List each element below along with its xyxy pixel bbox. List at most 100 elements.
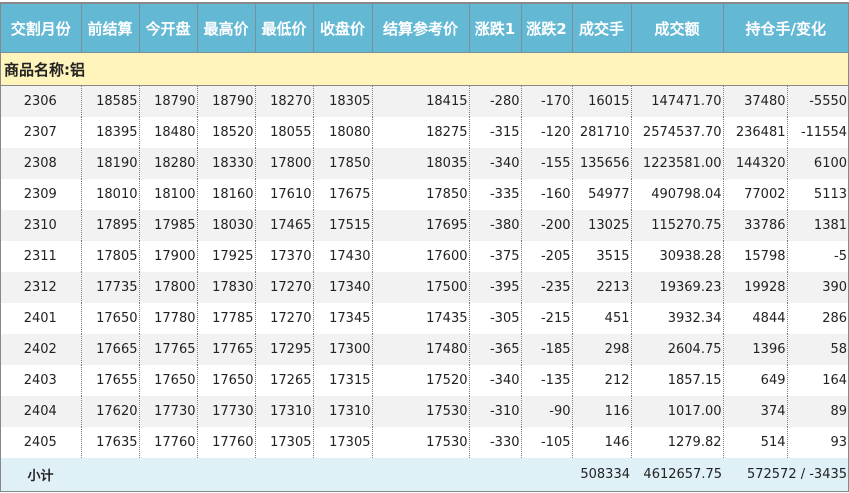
table-row[interactable]: 2306 18585 18790 18790 18270 18305 18415 -280 -1…: [1, 85, 849, 117]
table-cell: 2404: [1, 396, 82, 427]
table-cell: 135656: [572, 148, 632, 179]
table-row[interactable]: 2402 17665 17765 17765 17295 17300 17480 -365 -1…: [1, 334, 849, 365]
table-cell: 17340: [313, 272, 373, 303]
table-cell: 2310: [1, 210, 82, 241]
table-cell: 77002: [723, 179, 788, 210]
table-cell: 115270.75: [631, 210, 724, 241]
table-cell: 1396: [723, 334, 788, 365]
table-cell: 17305: [255, 427, 314, 458]
table-cell: 451: [572, 303, 632, 334]
table-cell: 1279.82: [631, 427, 724, 458]
table-cell: 2306: [1, 85, 82, 117]
table-cell: 18585: [81, 85, 140, 117]
table-cell: 116: [572, 396, 632, 427]
table-cell: 17530: [372, 396, 470, 427]
table-cell: 17850: [372, 179, 470, 210]
table-cell: 89: [787, 396, 849, 427]
table-cell: 17610: [255, 179, 314, 210]
table-cell: 18480: [139, 117, 198, 148]
column-header[interactable]: 成交手: [572, 4, 632, 53]
subtotal-turnover: 4612657.75: [631, 458, 723, 491]
table-row[interactable]: 2308 18190 18280 18330 17800 17850 18035 -340 -1…: [1, 148, 849, 179]
table-cell: 374: [723, 396, 788, 427]
column-header[interactable]: 今开盘: [139, 4, 198, 53]
table-row[interactable]: 2310 17895 17985 18030 17465 17515 17695 -380 -2…: [1, 210, 849, 241]
table-cell: 390: [787, 272, 849, 303]
table-row[interactable]: 2307 18395 18480 18520 18055 18080 18275 -315 -1…: [1, 117, 848, 148]
table-row[interactable]: 2309 18010 18100 18160 17610 17675 17850 -335 -1…: [1, 179, 848, 210]
column-header[interactable]: 结算参考价: [372, 4, 470, 53]
table-cell: 298: [572, 334, 632, 365]
table-cell: 17480: [372, 334, 470, 365]
table-cell: -5: [834, 249, 848, 264]
table-cell: 17800: [255, 148, 314, 179]
table-cell: 18270: [255, 85, 314, 117]
column-header[interactable]: 最低价: [255, 4, 314, 53]
table-cell: 17650: [81, 303, 140, 334]
table-cell: 17305: [313, 427, 373, 458]
table-cell: -235: [521, 272, 573, 303]
table-cell: -305: [469, 303, 522, 334]
header-row: 交割月份 前结算 今开盘 最高价 最低价 收盘价 结算参考价 涨跌1 涨跌2 成交手 成交额 持仓手/…: [1, 4, 849, 53]
table-row[interactable]: 2403 17655 17650 17650 17265 17315 17520 -340 -1…: [1, 365, 848, 396]
table-cell: 17895: [81, 210, 140, 241]
table-cell: 18010: [81, 179, 140, 210]
table-cell: 2405: [1, 427, 82, 458]
table-cell: 58: [787, 334, 849, 365]
column-header[interactable]: 涨跌1: [469, 4, 522, 53]
table-cell: -340: [469, 148, 522, 179]
column-header[interactable]: 前结算: [81, 4, 140, 53]
table-cell: 17785: [197, 303, 256, 334]
futures-quote-table: 交割月份 前结算 今开盘 最高价 最低价 收盘价 结算参考价 涨跌1 涨跌2 成交手 成交额 持仓手/…: [1, 4, 849, 491]
column-header[interactable]: 持仓手/变化: [723, 4, 849, 53]
column-header[interactable]: 涨跌2: [521, 4, 573, 53]
table-cell: 2403: [1, 365, 82, 396]
table-cell: -160: [521, 179, 573, 210]
table-cell: 2311: [1, 241, 82, 272]
table-cell: -120: [521, 117, 573, 148]
column-header[interactable]: 收盘价: [313, 4, 373, 53]
table-cell: 18100: [139, 179, 198, 210]
table-cell: 18080: [313, 117, 373, 148]
table-cell: 18030: [197, 210, 256, 241]
table-row[interactable]: 2401 17650 17780 17785 17270 17345 17435 -305 -2…: [1, 303, 848, 334]
table-cell: 17730: [139, 396, 198, 427]
table-cell: 17925: [197, 241, 256, 272]
subtotal-row: 小计 508334 4612657.75 572572 / -3435: [1, 458, 849, 491]
table-cell: -205: [521, 241, 573, 272]
table-cell: 17310: [313, 396, 373, 427]
table-cell: 17650: [197, 365, 256, 396]
table-cell: 146: [572, 427, 632, 458]
table-row[interactable]: 2405 17635 17760 17760 17305 17305 17530 -330 -1…: [1, 427, 848, 458]
table-cell: 2574537.70: [631, 117, 724, 148]
table-cell: 30938.28: [631, 241, 724, 272]
table-row[interactable]: 2311 17805 17900 17925 17370 17430 17600 -375 -2…: [1, 241, 848, 272]
table-row[interactable]: 2312 17735 17800 17830 17270 17340 17500 -395 -2…: [1, 272, 849, 303]
table-cell: -340: [469, 365, 522, 396]
table-cell: 17265: [255, 365, 314, 396]
table-cell: -215: [521, 303, 573, 334]
subtotal-empty: [81, 458, 572, 491]
column-header[interactable]: 成交额: [631, 4, 724, 53]
table-cell: 33786: [723, 210, 788, 241]
table-cell: 18035: [372, 148, 470, 179]
table-cell: 18790: [197, 85, 256, 117]
table-cell: -90: [521, 396, 573, 427]
table-cell: 2308: [1, 148, 82, 179]
column-header[interactable]: 最高价: [197, 4, 256, 53]
table-cell: -335: [469, 179, 522, 210]
table-cell: 17695: [372, 210, 470, 241]
column-header[interactable]: 交割月份: [1, 4, 82, 53]
table-cell: 236481: [723, 117, 788, 148]
table-cell: 2309: [1, 179, 82, 210]
table-cell: 490798.04: [631, 179, 724, 210]
table-cell: 281710: [572, 117, 632, 148]
table-cell: 17515: [313, 210, 373, 241]
table-cell: -330: [469, 427, 522, 458]
table-cell: 17620: [81, 396, 140, 427]
table-cell: 2401: [1, 303, 82, 334]
table-cell: 18055: [255, 117, 314, 148]
table-row[interactable]: 2404 17620 17730 17730 17310 17310 17530 -310 -9…: [1, 396, 849, 427]
table-cell: 164: [822, 373, 848, 388]
table-cell: 17345: [313, 303, 373, 334]
